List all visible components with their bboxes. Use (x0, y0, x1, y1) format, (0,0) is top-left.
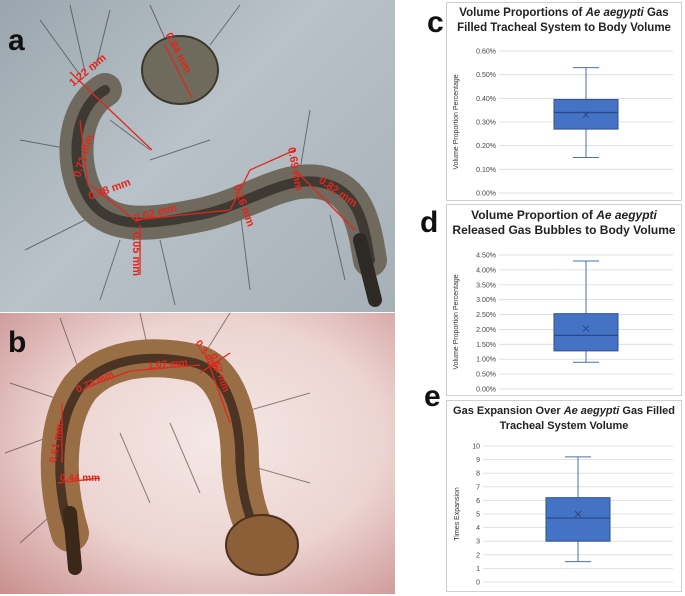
box-plot-d: Volume Proportion Percentage 0.00% 0.50% 1… (453, 253, 673, 394)
larva-illustration-b: 0.73 mm 1.07 mm 0.52 mm 0.44 mm 0.61 mm … (4, 313, 311, 576)
y-tick-label: 0 (476, 580, 480, 587)
chart-title-species: Ae aegypti (585, 7, 644, 19)
y-tick-label: 0.00% (476, 191, 496, 198)
mean-marker (582, 111, 590, 119)
chart-title: Gas Expansion Over Ae aegypti Gas Filled… (447, 404, 681, 434)
siphon (353, 233, 382, 307)
panel-letter-d: d (420, 206, 439, 239)
iqr-box (545, 497, 611, 542)
y-tick-label: 1.00% (476, 357, 496, 364)
y-tick-label: 6 (476, 498, 480, 505)
chart-panel-c: Volume Proportions of Ae aegypti Gas Fil… (446, 2, 682, 201)
y-tick-label: 0.60% (476, 49, 496, 56)
y-tick-label: 2.50% (476, 312, 496, 319)
larva-photo-a: 0.84 mm 1.22 mm 0.71 mm 0.48 mm 2.02 mm … (0, 0, 395, 312)
y-tick-label: 1.50% (476, 342, 496, 349)
panel-letter-c: c (427, 6, 444, 39)
y-tick-label: 5 (476, 512, 480, 519)
larva-head (225, 514, 299, 576)
y-axis-label: Volume Proportion Percentage (453, 274, 460, 369)
chart-title: Volume Proportions of Ae aegypti Gas Fil… (447, 6, 681, 36)
mean-marker (574, 510, 582, 518)
tracheal-trunk (71, 85, 375, 265)
y-tick-label: 1 (476, 566, 480, 573)
panel-letter-b: b (8, 326, 27, 359)
chart-panel-e: Gas Expansion Over Ae aegypti Gas Filled… (446, 400, 682, 592)
y-tick-label: 4.50% (476, 253, 496, 260)
y-tick-label: 0.30% (476, 120, 496, 127)
y-tick-label: 10 (472, 444, 480, 451)
chart-title-part: Volume Proportion of (471, 208, 597, 222)
y-tick-label: 0.50% (476, 372, 496, 379)
chart-title-part: Gas Filled Tracheal System Volume (499, 405, 675, 432)
y-axis-label: Volume Proportion Percentage (453, 74, 460, 169)
larva-body (59, 73, 387, 277)
measurement-label: 0.44 mm (60, 473, 100, 484)
box-plot-e: Times Expansion 0 1 2 3 4 5 6 7 8 9 10 (454, 444, 673, 587)
y-tick-label: 0.00% (476, 387, 496, 394)
panel-letter-e: e (424, 380, 441, 413)
y-tick-label: 3 (476, 539, 480, 546)
y-tick-label: 2.00% (476, 327, 496, 334)
measurement-label: 0.05 mm (130, 232, 142, 276)
chart-title-part: Released Gas Bubbles to Body Volume (452, 223, 676, 237)
measurement-lines-a (69, 44, 356, 275)
chart-title-species: Ae aegypti (563, 405, 620, 417)
box-plot-c: Volume Proportion Percentage 0.00% 0.10% 0… (453, 49, 673, 198)
y-tick-label: 0.10% (476, 167, 496, 174)
y-axis-label: Times Expansion (454, 487, 461, 541)
mean-marker (582, 325, 590, 332)
chart-panel-d: Volume Proportion of Ae aegypti Released… (446, 204, 682, 396)
larva-illustration-a: 0.84 mm 1.22 mm 0.71 mm 0.48 mm 2.02 mm … (19, 4, 387, 307)
panel-letter-a: a (8, 24, 25, 57)
chart-title-part: Volume Proportions of (459, 7, 586, 19)
larva-head (141, 35, 219, 105)
measurement-label: 1.07 mm (147, 358, 188, 372)
chart-title-part: Gas Expansion Over (453, 405, 564, 417)
y-tick-label: 3.50% (476, 282, 496, 289)
measurement-lines-b (57, 352, 231, 484)
chart-title-part: Gas Filled Tracheal System to Body Volum… (457, 7, 671, 34)
y-tick-label: 4.00% (476, 267, 496, 274)
y-tick-label: 0.40% (476, 96, 496, 103)
y-tick-label: 0.50% (476, 72, 496, 79)
y-tick-label: 7 (476, 484, 480, 491)
chart-title-species: Ae aegypti (596, 208, 657, 222)
siphon (63, 506, 82, 575)
larva-photo-b: 0.73 mm 1.07 mm 0.52 mm 0.44 mm 0.61 mm … (0, 313, 395, 594)
iqr-box (553, 313, 619, 352)
y-tick-label: 2 (476, 552, 480, 559)
chart-title: Volume Proportion of Ae aegypti Released… (447, 208, 681, 238)
y-tick-label: 0.20% (476, 143, 496, 150)
y-tick-label: 9 (476, 457, 480, 464)
y-tick-label: 8 (476, 471, 480, 478)
y-tick-label: 4 (476, 525, 480, 532)
y-tick-label: 3.00% (476, 297, 496, 304)
